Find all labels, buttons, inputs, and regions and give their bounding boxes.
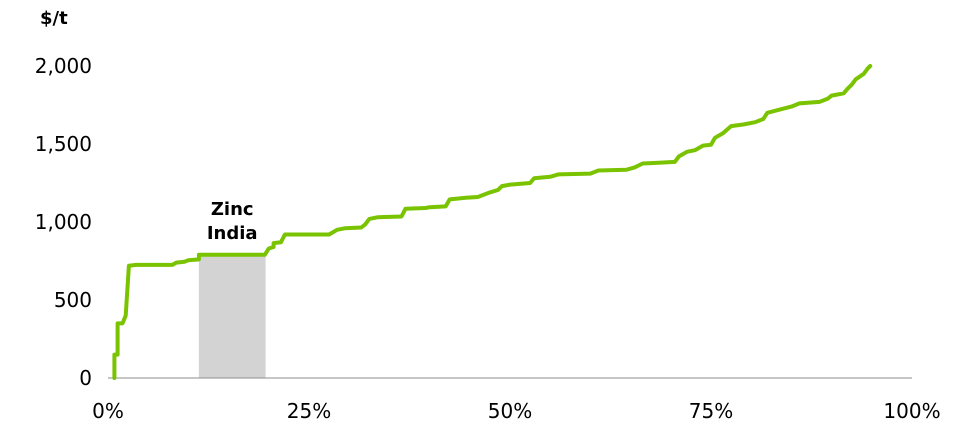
- series-line: [112, 64, 873, 380]
- annotation-layer: Zinc India: [207, 199, 258, 244]
- highlight-band: [198, 254, 266, 378]
- x-tick-label: 75%: [689, 399, 733, 423]
- y-tick-label: 0: [79, 366, 92, 390]
- axes-layer: 0 500 1,000 1,500 2,000 0% 25% 50% 75% 100%: [35, 54, 941, 423]
- y-tick-label: 1,000: [35, 210, 92, 234]
- y-tick-label: 500: [54, 288, 92, 312]
- highlight-label-line1: Zinc: [211, 199, 254, 220]
- x-tick-label: 25%: [287, 399, 331, 423]
- highlight-label-line2: India: [207, 223, 258, 244]
- x-tick-label: 100%: [883, 399, 940, 423]
- line-layer: [112, 64, 873, 380]
- x-tick-label: 50%: [488, 399, 532, 423]
- y-unit-label: $/t: [40, 8, 68, 29]
- y-tick-label: 2,000: [35, 54, 92, 78]
- y-tick-label: 1,500: [35, 132, 92, 156]
- x-tick-label: 0%: [92, 399, 124, 423]
- highlight-layer: [198, 254, 266, 378]
